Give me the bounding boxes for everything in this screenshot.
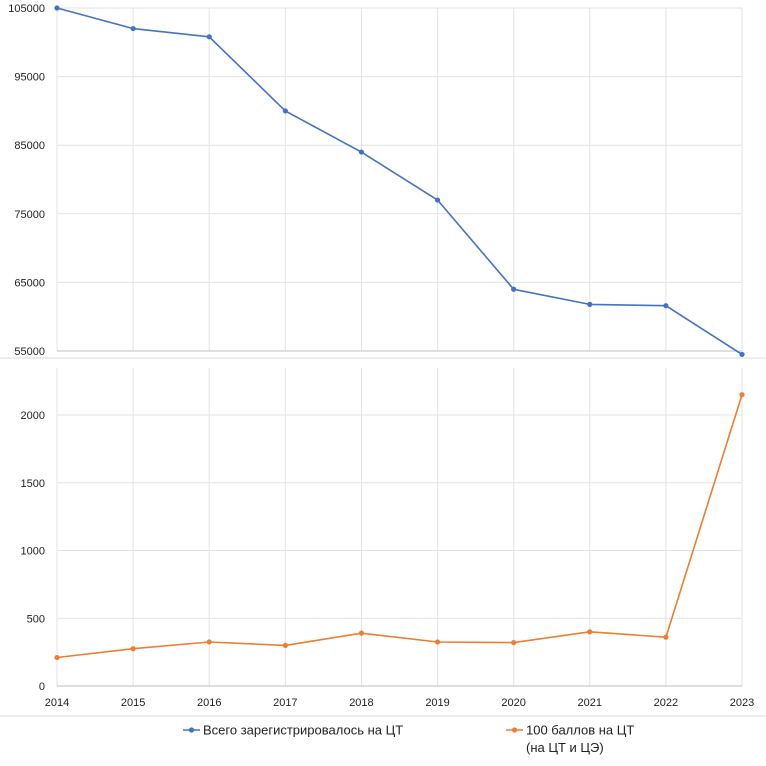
x-tick-label: 2016 — [197, 697, 221, 709]
bottom-series-line — [56, 394, 743, 659]
legend: Всего зарегистрировалось на ЦТ 100 баллов… — [183, 723, 634, 755]
top-data-point — [587, 301, 593, 307]
x-tick-label: 2019 — [425, 697, 449, 709]
legend-swatch-marker — [511, 727, 518, 733]
top-data-point — [130, 25, 136, 32]
top-series-line — [56, 7, 743, 356]
bottom-data-point — [434, 639, 441, 645]
x-tick-label: 2021 — [578, 697, 602, 709]
top-y-tick-label: 105000 — [8, 3, 45, 15]
x-tick-label: 2014 — [45, 697, 69, 709]
top-y-tick-label: 95000 — [14, 72, 45, 84]
bottom-data-point — [358, 630, 365, 636]
top-y-tick-label: 75000 — [14, 209, 45, 221]
bottom-panel: 0 500 1000 1500 2000 2014 2015 2016 2017 2018 2019… — [21, 368, 754, 709]
x-tick-label: 2015 — [121, 697, 145, 709]
legend-swatch-marker — [188, 727, 195, 733]
top-y-tick-label: 85000 — [14, 140, 45, 152]
top-data-point — [54, 5, 60, 11]
bottom-data-point — [739, 392, 745, 398]
bottom-y-tick-label: 2000 — [21, 410, 45, 422]
bottom-y-tick-label: 1000 — [21, 546, 45, 558]
top-panel: 55000 65000 75000 85000 95000 105000 — [8, 3, 745, 358]
bottom-data-point — [663, 634, 669, 640]
bottom-data-point — [587, 629, 593, 635]
top-data-point — [358, 149, 365, 155]
bottom-data-point — [511, 640, 517, 646]
bottom-data-point — [206, 639, 212, 645]
legend-label-line2: (на ЦТ и ЦЭ) — [526, 740, 604, 755]
bottom-data-point — [282, 642, 288, 648]
top-data-point — [282, 108, 288, 114]
top-data-point — [663, 303, 669, 309]
x-tick-label: 2022 — [654, 697, 678, 709]
bottom-y-tick-label: 1500 — [21, 478, 45, 490]
x-tick-label: 2017 — [273, 697, 297, 709]
legend-label: 100 баллов на ЦТ — [526, 723, 634, 738]
top-y-tick-label: 65000 — [14, 277, 45, 289]
top-data-point — [434, 197, 441, 203]
top-data-point — [511, 286, 517, 292]
x-tick-label: 2018 — [349, 697, 373, 709]
x-tick-label: 2023 — [730, 697, 754, 709]
top-data-point — [206, 34, 212, 40]
bottom-data-point — [54, 654, 60, 661]
top-data-point — [739, 351, 745, 358]
top-y-tick-label: 55000 — [14, 346, 45, 358]
bottom-y-tick-label: 500 — [27, 613, 45, 625]
legend-label: Всего зарегистрировалось на ЦТ — [203, 723, 403, 738]
bottom-data-point — [130, 646, 136, 652]
bottom-y-tick-label: 0 — [39, 681, 45, 693]
x-tick-label: 2020 — [501, 697, 525, 709]
